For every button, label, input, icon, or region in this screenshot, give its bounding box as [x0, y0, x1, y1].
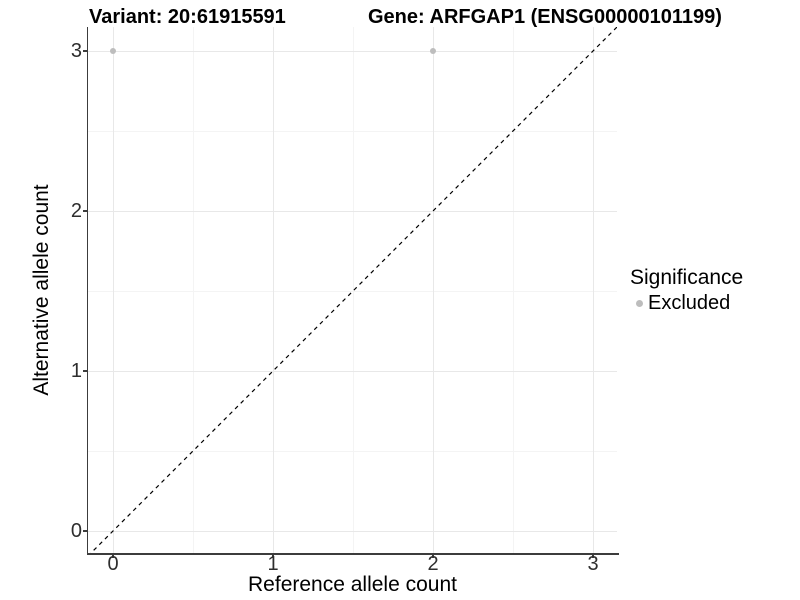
- legend-entries: Excluded: [630, 292, 800, 314]
- x-tick-label: 2: [427, 553, 439, 575]
- gridline-major-y: [88, 210, 617, 212]
- y-tick: [83, 530, 87, 532]
- x-tick-label: 0: [107, 553, 119, 575]
- gridline-major-y: [88, 370, 617, 372]
- legend-title: Significance: [630, 266, 744, 289]
- x-tick-label: 3: [587, 553, 599, 575]
- plot-panel: [88, 27, 617, 553]
- gridline-minor-y: [88, 290, 617, 292]
- gridline-major-y: [88, 50, 617, 52]
- y-tick-label: 1: [70, 360, 82, 382]
- gridline-major-x: [112, 27, 114, 553]
- data-point: [430, 48, 436, 54]
- gridline-major-x: [272, 27, 274, 553]
- identity-line-layer: [90, 27, 617, 553]
- y-tick-label: 0: [70, 520, 82, 542]
- legend-entry-label: Excluded: [648, 292, 731, 314]
- gridline-major-y: [88, 530, 617, 532]
- x-tick: [272, 554, 274, 558]
- legend: Significance Excluded: [630, 266, 800, 314]
- x-axis-line: [86, 553, 619, 555]
- legend-entry: Excluded: [630, 292, 800, 314]
- legend-point-icon: [635, 299, 643, 307]
- gridline-minor-y: [88, 130, 617, 132]
- legend-key: [630, 294, 648, 312]
- gridline-major-x: [592, 27, 594, 553]
- plot-title-variant: Variant: 20:61915591: [89, 6, 286, 28]
- x-tick: [592, 554, 594, 558]
- x-axis-title: Reference allele count: [248, 573, 457, 596]
- y-axis-line: [86, 27, 88, 555]
- x-tick-label: 1: [267, 553, 279, 575]
- y-tick: [83, 370, 87, 372]
- y-tick: [83, 50, 87, 52]
- plot-title-gene: Gene: ARFGAP1 (ENSG00000101199): [368, 6, 722, 28]
- gridline-minor-x: [192, 27, 194, 553]
- x-tick: [432, 554, 434, 558]
- identity-line: [90, 27, 617, 553]
- y-tick-label: 3: [70, 40, 82, 62]
- y-tick-label: 2: [70, 200, 82, 222]
- gridline-minor-y: [88, 450, 617, 452]
- gridline-minor-x: [512, 27, 514, 553]
- y-tick: [83, 210, 87, 212]
- gridline-major-x: [432, 27, 434, 553]
- x-tick: [112, 554, 114, 558]
- gridline-minor-x: [352, 27, 354, 553]
- data-point: [110, 48, 116, 54]
